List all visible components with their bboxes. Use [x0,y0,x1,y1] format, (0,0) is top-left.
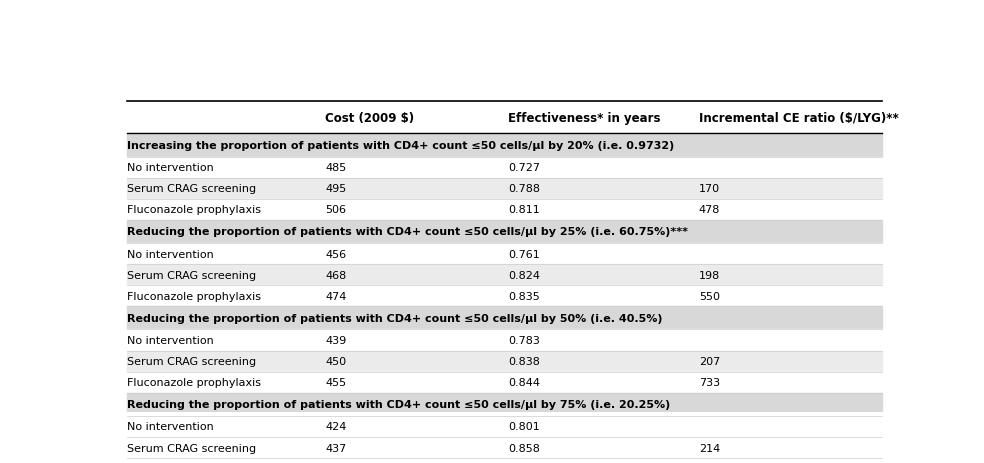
Text: 207: 207 [699,356,720,366]
Text: Cost (2009 $): Cost (2009 $) [325,112,414,125]
Text: Effectiveness* in years: Effectiveness* in years [508,112,660,125]
Bar [127,393,882,416]
Text: 0.788: 0.788 [508,184,540,194]
Text: No intervention: No intervention [127,249,214,259]
Text: 0.824: 0.824 [508,270,540,280]
Bar [127,286,882,307]
Text: 733: 733 [699,377,720,387]
Bar [127,199,882,220]
Text: Fluconazole prophylaxis: Fluconazole prophylaxis [127,291,261,301]
Text: No intervention: No intervention [127,163,214,173]
Text: 439: 439 [325,335,346,345]
Text: 506: 506 [325,205,346,215]
Text: 485: 485 [325,163,346,173]
Bar [127,157,882,178]
Bar [127,244,882,264]
Text: Reducing the proportion of patients with CD4+ count ≤50 cells/μl by 25% (i.e. 60: Reducing the proportion of patients with… [127,227,688,237]
Text: 214: 214 [699,443,720,452]
Bar [127,220,882,244]
Bar [127,372,882,393]
Text: 455: 455 [325,377,346,387]
Text: Increasing the proportion of patients with CD4+ count ≤50 cells/μl by 20% (i.e. : Increasing the proportion of patients wi… [127,141,674,150]
Bar [127,134,882,157]
Bar [127,102,882,134]
Text: 0.811: 0.811 [508,205,540,215]
Text: Serum CRAG screening: Serum CRAG screening [127,443,256,452]
Bar [127,330,882,351]
Text: 170: 170 [699,184,720,194]
Text: Serum CRAG screening: Serum CRAG screening [127,184,256,194]
Text: 478: 478 [699,205,720,215]
Bar [127,351,882,372]
Bar [127,178,882,199]
Text: 0.844: 0.844 [508,377,540,387]
Text: No intervention: No intervention [127,335,214,345]
Bar [127,416,882,437]
Text: Serum CRAG screening: Serum CRAG screening [127,270,256,280]
Text: 456: 456 [325,249,346,259]
Text: 474: 474 [325,291,346,301]
Text: Reducing the proportion of patients with CD4+ count ≤50 cells/μl by 50% (i.e. 40: Reducing the proportion of patients with… [127,313,662,323]
Text: 468: 468 [325,270,346,280]
Text: 0.858: 0.858 [508,443,540,452]
Text: 450: 450 [325,356,346,366]
Text: Incremental CE ratio ($/LYG)**: Incremental CE ratio ($/LYG)** [699,112,898,125]
Text: Serum CRAG screening: Serum CRAG screening [127,356,256,366]
Text: 550: 550 [699,291,719,301]
Text: 437: 437 [325,443,346,452]
Text: 424: 424 [325,421,346,432]
Bar [127,307,882,330]
Text: No intervention: No intervention [127,421,214,432]
Bar [127,437,882,458]
Text: 198: 198 [699,270,720,280]
Text: Fluconazole prophylaxis: Fluconazole prophylaxis [127,377,261,387]
Text: 0.801: 0.801 [508,421,540,432]
Text: Reducing the proportion of patients with CD4+ count ≤50 cells/μl by 75% (i.e. 20: Reducing the proportion of patients with… [127,400,670,409]
Text: 495: 495 [325,184,346,194]
Text: 0.838: 0.838 [508,356,540,366]
Bar [127,264,882,286]
Text: 0.761: 0.761 [508,249,540,259]
Text: 0.727: 0.727 [508,163,540,173]
Text: Fluconazole prophylaxis: Fluconazole prophylaxis [127,205,261,215]
Text: 0.783: 0.783 [508,335,540,345]
Bar [127,458,882,463]
Text: 0.835: 0.835 [508,291,540,301]
